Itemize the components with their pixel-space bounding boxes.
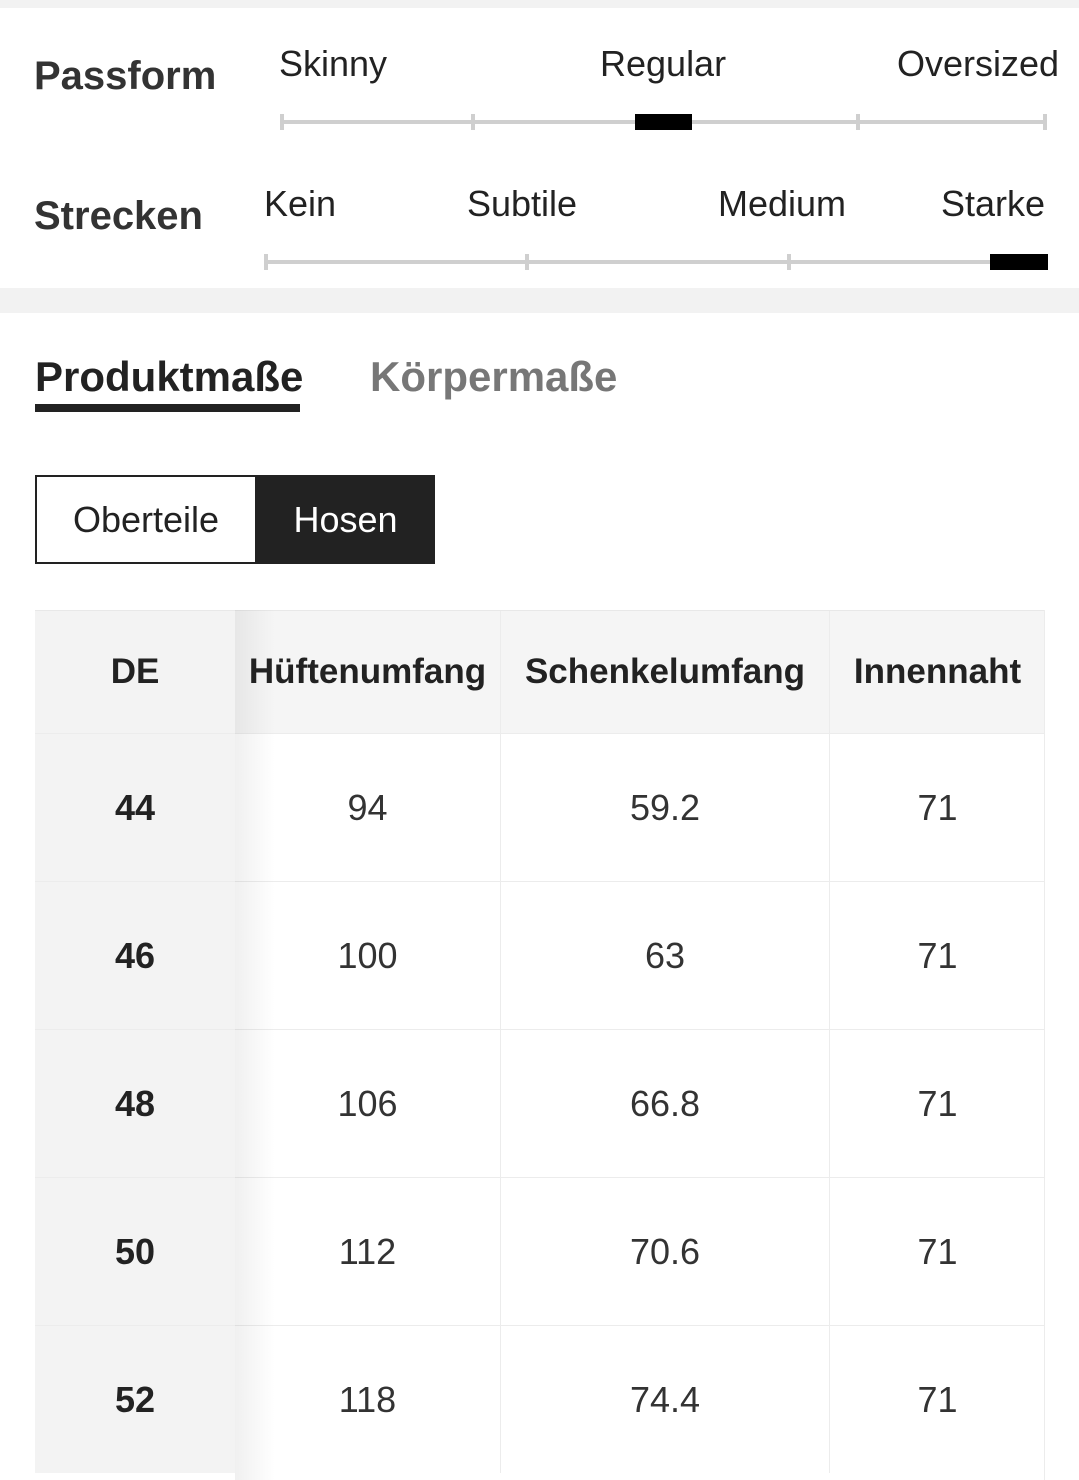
top-strip: [0, 0, 1079, 8]
strecken-track: [266, 260, 1047, 264]
table-row: 44 94 59.2 71: [35, 733, 1045, 881]
strecken-row: Strecken Kein Subtile Medium Starke: [0, 148, 1079, 288]
header-schenkelumfang: Schenkelumfang: [500, 611, 829, 733]
passform-option-skinny: Skinny: [279, 43, 388, 84]
size-table: DE Hüftenumfang Schenkelumfang Innennaht…: [35, 610, 1045, 1480]
table-right-border: [1044, 610, 1045, 1480]
cell-hueftenumfang: 118: [338, 1378, 397, 1420]
passform-row: Passform Skinny Regular Oversized: [0, 8, 1079, 148]
strecken-marker: [990, 254, 1048, 270]
table-row: 46 100 63 71: [35, 881, 1045, 1029]
cell-size: 52: [35, 1326, 235, 1473]
fit-section: Passform Skinny Regular Oversized Streck…: [0, 8, 1079, 288]
strecken-option-kein: Kein: [264, 183, 337, 224]
cell-size: 46: [35, 882, 235, 1029]
header-hueftenumfang: Hüftenumfang: [248, 652, 487, 691]
cell-innennaht: 71: [829, 1030, 1045, 1177]
cell-innennaht: 71: [829, 1326, 1045, 1473]
cell-hueftenumfang: 106: [337, 1082, 398, 1124]
cell-innennaht: 71: [829, 1178, 1045, 1325]
passform-tick: [280, 114, 284, 130]
passform-option-oversized: Oversized: [897, 43, 1060, 84]
strecken-option-medium: Medium: [718, 183, 847, 224]
cell-hueftenumfang: 100: [337, 934, 398, 976]
table-row: 50 112 70.6 71: [35, 1177, 1045, 1325]
tab-koerpermasse[interactable]: Körpermaße: [370, 353, 618, 400]
cell-size: 50: [35, 1178, 235, 1325]
strecken-tick: [264, 254, 268, 270]
cell-hueftenumfang: 112: [338, 1230, 397, 1272]
passform-tick: [471, 114, 475, 130]
cell-size: 48: [35, 1030, 235, 1177]
active-tab-underline: [35, 404, 300, 412]
cell-schenkelumfang: 70.6: [500, 1178, 829, 1325]
strecken-option-starke: Starke: [941, 183, 1046, 224]
passform-label: Passform: [34, 54, 217, 98]
passform-tick: [1043, 114, 1047, 130]
cell-size: 44: [35, 734, 235, 881]
table-header-row: DE Hüftenumfang Schenkelumfang Innennaht: [35, 610, 1045, 733]
passform-tick: [856, 114, 860, 130]
passform-option-regular: Regular: [600, 43, 727, 84]
strecken-tick: [525, 254, 529, 270]
cell-hueftenumfang: 94: [347, 786, 388, 828]
cell-schenkelumfang: 63: [500, 882, 829, 1029]
cell-schenkelumfang: 74.4: [500, 1326, 829, 1473]
segment-pants-button[interactable]: Hosen: [256, 475, 435, 564]
strecken-label: Strecken: [34, 194, 203, 238]
section-divider: [0, 288, 1079, 313]
measure-tabs: Produktmaße Körpermaße: [0, 313, 1079, 433]
passform-marker: [635, 114, 692, 130]
header-innennaht: Innennaht: [829, 611, 1045, 733]
strecken-option-subtile: Subtile: [467, 183, 578, 224]
tab-produktmasse[interactable]: Produktmaße: [35, 353, 304, 400]
strecken-tick: [787, 254, 791, 270]
table-row: 52 118 74.4 71: [35, 1325, 1045, 1473]
header-de: DE: [35, 611, 235, 733]
cell-innennaht: 71: [829, 734, 1045, 881]
cell-innennaht: 71: [829, 882, 1045, 1029]
segment-tops-button[interactable]: Oberteile: [35, 475, 257, 564]
table-row: 48 106 66.8 71: [35, 1029, 1045, 1177]
cell-schenkelumfang: 66.8: [500, 1030, 829, 1177]
cell-schenkelumfang: 59.2: [500, 734, 829, 881]
